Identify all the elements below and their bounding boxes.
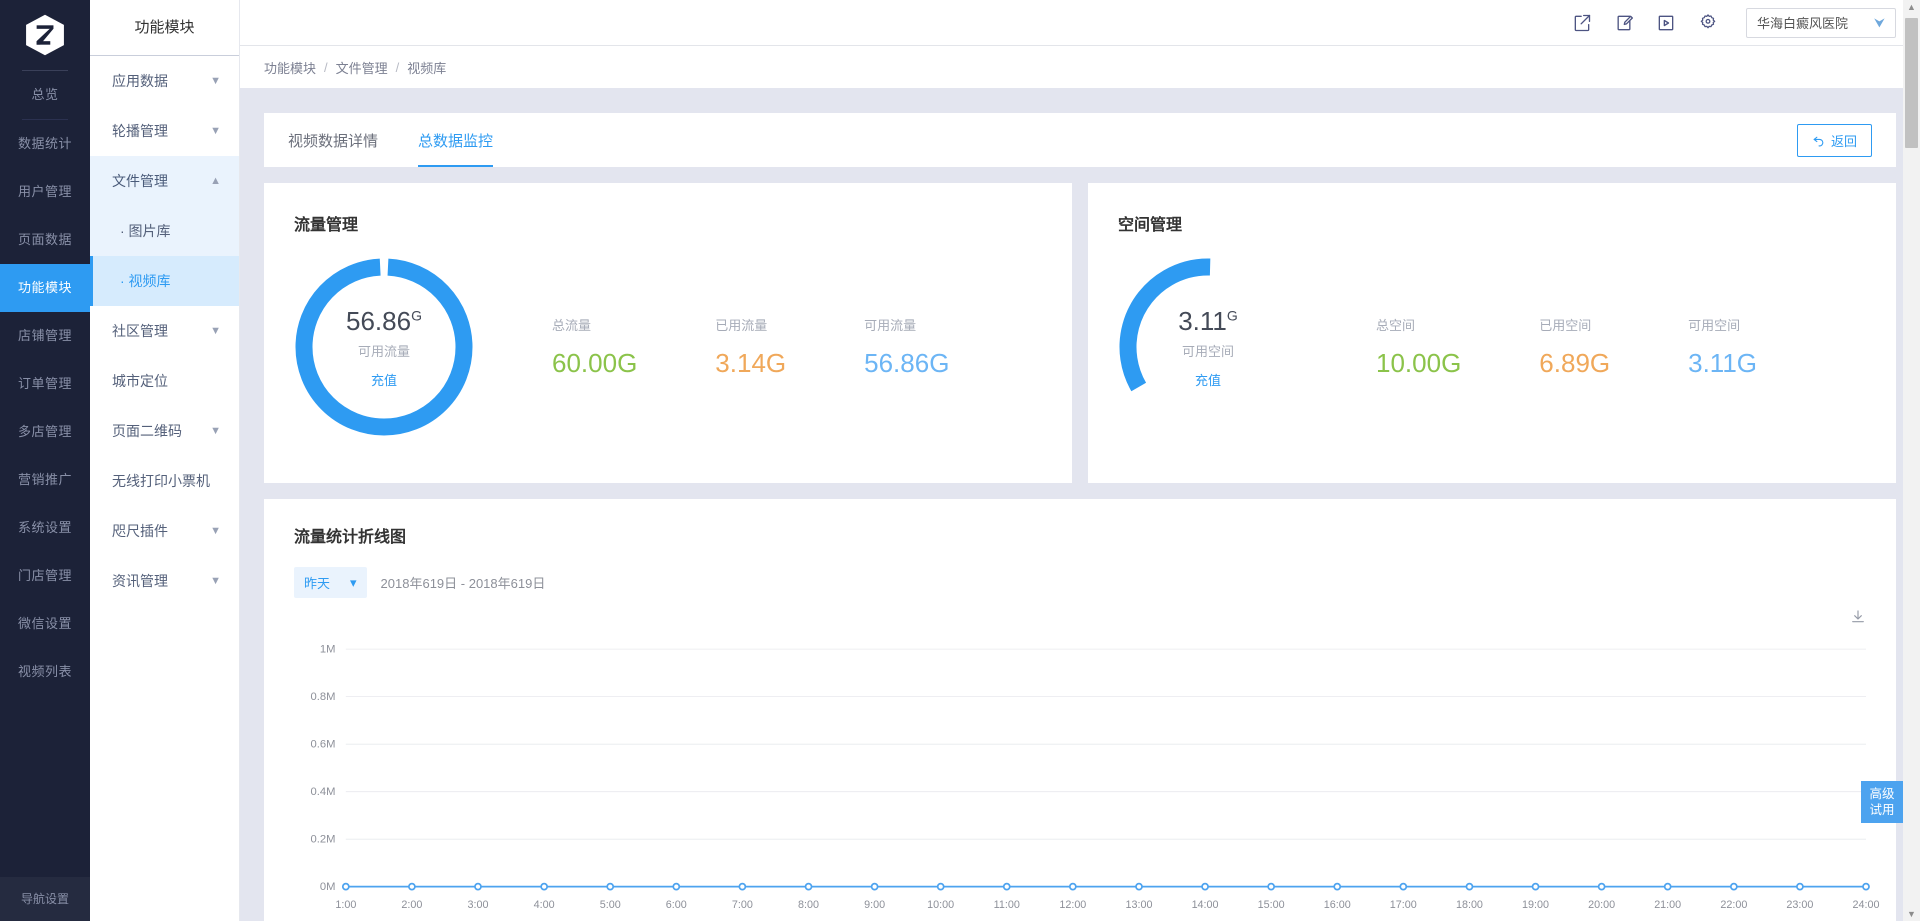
svg-text:16:00: 16:00	[1324, 899, 1351, 911]
svg-text:20:00: 20:00	[1588, 899, 1615, 911]
svg-text:13:00: 13:00	[1126, 899, 1153, 911]
svg-text:10:00: 10:00	[927, 899, 954, 911]
svg-text:7:00: 7:00	[732, 899, 753, 911]
svg-text:21:00: 21:00	[1654, 899, 1681, 911]
svg-text:24:00: 24:00	[1853, 899, 1880, 911]
svg-text:12:00: 12:00	[1059, 899, 1086, 911]
svg-text:0.4M: 0.4M	[311, 786, 336, 798]
svg-text:15:00: 15:00	[1258, 899, 1285, 911]
svg-text:0.8M: 0.8M	[311, 691, 336, 703]
svg-text:2:00: 2:00	[401, 899, 422, 911]
svg-text:17:00: 17:00	[1390, 899, 1417, 911]
svg-text:8:00: 8:00	[798, 899, 819, 911]
svg-text:3:00: 3:00	[467, 899, 488, 911]
svg-text:22:00: 22:00	[1720, 899, 1747, 911]
svg-text:11:00: 11:00	[994, 899, 1020, 911]
svg-text:19:00: 19:00	[1522, 899, 1549, 911]
svg-text:0.6M: 0.6M	[311, 739, 336, 751]
svg-text:0M: 0M	[320, 881, 336, 893]
svg-text:5:00: 5:00	[600, 899, 621, 911]
svg-text:6:00: 6:00	[666, 899, 687, 911]
svg-text:14:00: 14:00	[1192, 899, 1219, 911]
svg-text:23:00: 23:00	[1786, 899, 1813, 911]
svg-text:0.2M: 0.2M	[311, 834, 336, 846]
svg-text:4:00: 4:00	[534, 899, 555, 911]
svg-text:18:00: 18:00	[1456, 899, 1483, 911]
svg-text:9:00: 9:00	[864, 899, 885, 911]
svg-text:1M: 1M	[320, 644, 336, 656]
svg-text:1:00: 1:00	[335, 899, 356, 911]
